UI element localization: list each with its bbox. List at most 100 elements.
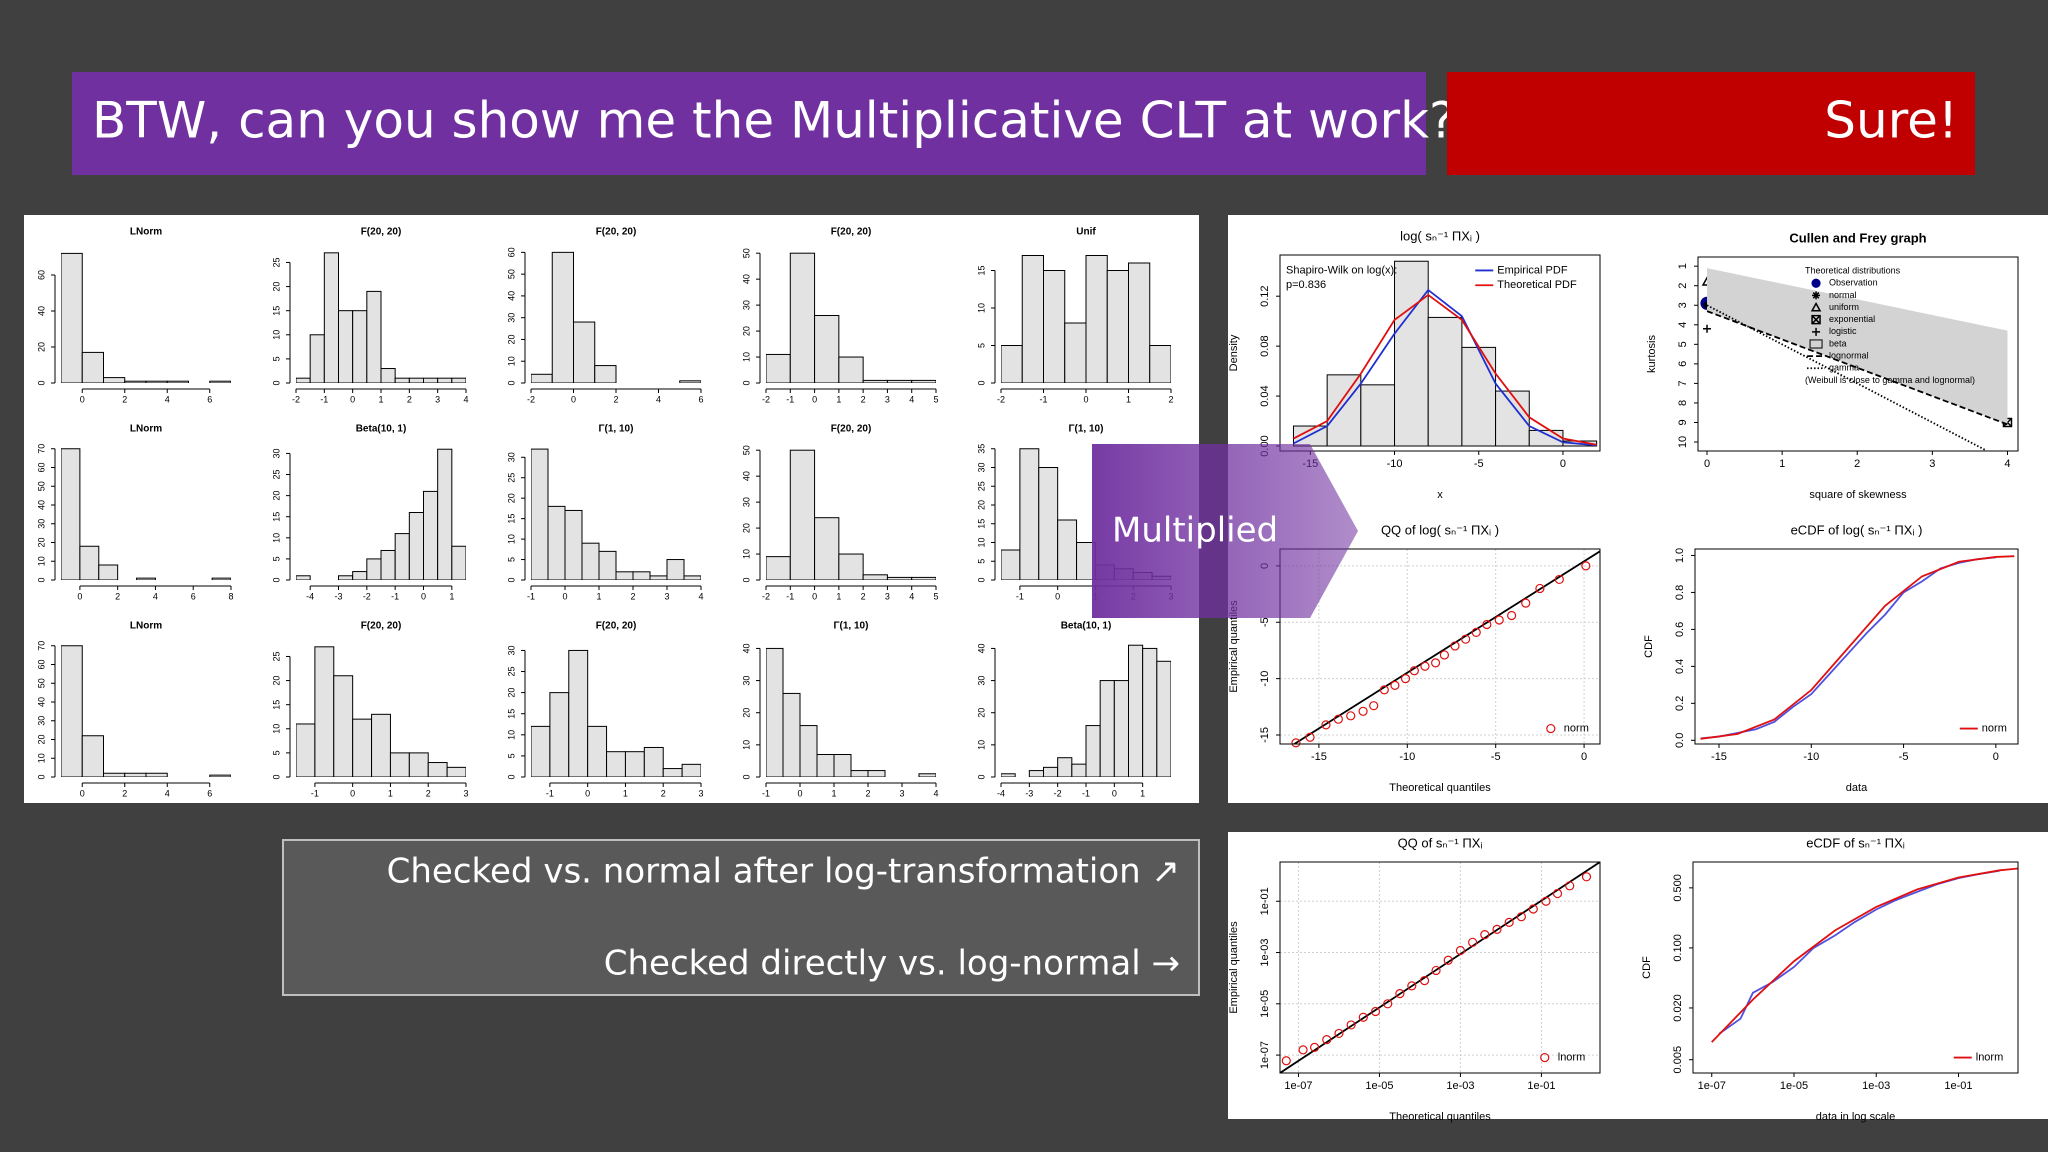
- x-tick-label: -1: [546, 788, 554, 798]
- bar: [98, 564, 119, 580]
- x-tick-label: 0: [421, 591, 426, 601]
- legend-label: logistic: [1829, 326, 1857, 336]
- line: [1293, 288, 1597, 447]
- y-tick-label: 30: [976, 462, 986, 472]
- plot-title: Cullen and Frey graph: [1789, 230, 1926, 245]
- y-tick-label: 70: [36, 641, 46, 651]
- marker: [1309, 1042, 1320, 1052]
- arrow-label: Multiplied: [1112, 511, 1278, 551]
- y-tick-label: 5: [1677, 341, 1689, 347]
- bar: [833, 754, 852, 777]
- y-tick-label: 0.8: [1674, 585, 1686, 600]
- marker: [1540, 1052, 1550, 1063]
- y-tick-label: 2: [1677, 283, 1689, 289]
- y-axis-label: Empirical quantiles: [1228, 600, 1240, 693]
- x-tick-label: 0: [1055, 591, 1060, 601]
- x-tick-label: 0: [80, 788, 85, 798]
- marker: [1812, 327, 1821, 336]
- marker: [1581, 872, 1592, 882]
- marker: [1811, 314, 1821, 325]
- y-tick-label: 50: [506, 269, 516, 279]
- question: BTW, can you show me the Multiplicative …: [92, 92, 1456, 150]
- plot-frame: [1279, 254, 1601, 452]
- plot-title: LNorm: [130, 424, 162, 435]
- x-tick-label: 4: [909, 591, 914, 601]
- plot-frame: [1279, 861, 1601, 1074]
- x-tick-label: -15: [1311, 751, 1327, 763]
- y-tick-label: 1e-03: [1259, 938, 1271, 966]
- plot-title: Beta(10, 1): [356, 424, 407, 435]
- x-axis-label: x: [1437, 489, 1443, 501]
- plot-title: Beta(10, 1): [1061, 621, 1112, 632]
- x-tick-label: 0: [1581, 751, 1587, 763]
- bar: [124, 380, 147, 383]
- y-tick-label: 25: [506, 667, 516, 677]
- marker: [1480, 930, 1490, 940]
- y-tick-label: 30: [506, 645, 516, 655]
- x-tick-label: -1: [527, 591, 535, 601]
- marker: [1439, 650, 1450, 660]
- y-tick-label: 20: [741, 708, 751, 718]
- histogram-panel: [24, 215, 1199, 803]
- marker: [1494, 615, 1504, 625]
- marker: [1546, 723, 1556, 734]
- y-tick-label: 0: [506, 774, 516, 779]
- bar: [296, 723, 316, 777]
- x-tick-label: 1: [596, 591, 601, 601]
- y-tick-label: 10: [741, 352, 751, 362]
- y-tick-label: 0.04: [1259, 385, 1271, 406]
- marker: [1369, 701, 1379, 711]
- bar: [573, 321, 596, 383]
- log-panel: [1228, 832, 2048, 1119]
- y-tick-label: 40: [741, 643, 751, 653]
- y-tick-label: 5: [976, 343, 986, 348]
- y-tick-label: 50: [741, 248, 751, 258]
- plot-title: QQ of sₙ⁻¹ ΠXᵢ: [1398, 835, 1483, 850]
- bar: [551, 251, 574, 383]
- y-tick-label: 10: [36, 753, 46, 763]
- bar: [632, 571, 651, 580]
- marker: [1333, 714, 1343, 724]
- y-tick-label: 0.2: [1674, 696, 1686, 711]
- x-tick-label: 2: [122, 788, 127, 798]
- bar: [352, 571, 368, 580]
- plot-frame: [1697, 256, 2019, 452]
- bar: [814, 315, 840, 383]
- x-tick-label: 3: [435, 394, 440, 404]
- legend-label: Empirical PDF: [1497, 264, 1568, 276]
- x-tick-label: 5: [933, 394, 938, 404]
- x-tick-label: 4: [2004, 458, 2010, 470]
- y-tick-label: 20: [506, 688, 516, 698]
- bar: [867, 770, 886, 777]
- bar: [814, 517, 840, 580]
- bar: [1461, 346, 1497, 447]
- bar: [816, 754, 835, 777]
- line: [1700, 555, 2015, 740]
- bar: [296, 377, 311, 383]
- x-tick-label: 4: [909, 394, 914, 404]
- marker: [1390, 680, 1400, 690]
- bar: [124, 772, 147, 777]
- bar: [862, 379, 888, 383]
- bar: [1028, 770, 1045, 777]
- x-tick-label: 4: [165, 788, 170, 798]
- x-tick-label: -1: [1082, 788, 1090, 798]
- y-tick-label: 20: [741, 523, 751, 533]
- x-tick-label: -2: [363, 591, 371, 601]
- marker: [1346, 711, 1356, 721]
- x-tick-label: -4: [306, 591, 314, 601]
- bar: [1057, 757, 1073, 777]
- x-tick-label: 4: [698, 591, 703, 601]
- x-tick-label: 0: [812, 591, 817, 601]
- y-tick-label: 8: [1677, 400, 1689, 406]
- x-tick-label: 3: [885, 394, 890, 404]
- x-tick-label: -1: [786, 394, 794, 404]
- bar: [799, 725, 818, 777]
- y-tick-label: 0: [976, 380, 986, 385]
- y-tick-label: 0.020: [1672, 994, 1684, 1022]
- bar: [789, 449, 816, 580]
- bar: [531, 725, 551, 777]
- bar: [1019, 448, 1040, 580]
- x-tick-label: 0: [1704, 458, 1710, 470]
